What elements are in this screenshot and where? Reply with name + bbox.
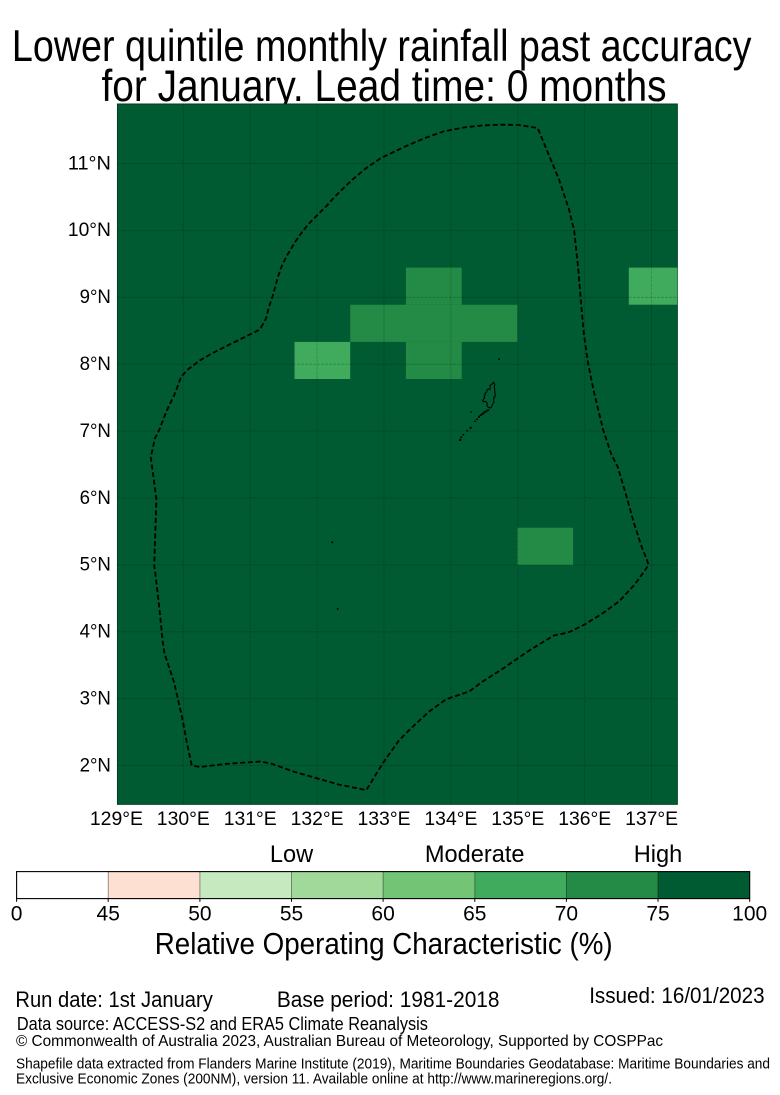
svg-text:137°E: 137°E bbox=[625, 808, 678, 830]
svg-text:134°E: 134°E bbox=[424, 808, 477, 830]
svg-text:75: 75 bbox=[646, 902, 669, 925]
svg-text:65: 65 bbox=[463, 902, 486, 925]
svg-text:5°N: 5°N bbox=[80, 554, 111, 576]
svg-text:10°N: 10°N bbox=[68, 219, 111, 241]
svg-text:© Commonwealth of Australia 20: © Commonwealth of Australia 2023, Austra… bbox=[16, 1033, 663, 1050]
svg-text:136°E: 136°E bbox=[558, 808, 611, 830]
svg-text:9°N: 9°N bbox=[80, 286, 111, 308]
svg-text:Data source: ACCESS-S2 and ERA: Data source: ACCESS-S2 and ERA5 Climate … bbox=[17, 1013, 428, 1034]
svg-text:Run date: 1st January: Run date: 1st January bbox=[15, 987, 212, 1012]
svg-text:7°N: 7°N bbox=[80, 420, 111, 442]
svg-text:132°E: 132°E bbox=[291, 808, 344, 830]
svg-text:Relative Operating Characteris: Relative Operating Characteristic (%) bbox=[155, 928, 613, 961]
svg-text:133°E: 133°E bbox=[358, 808, 411, 830]
svg-text:130°E: 130°E bbox=[157, 808, 210, 830]
svg-text:3°N: 3°N bbox=[80, 688, 111, 710]
svg-text:70: 70 bbox=[555, 902, 578, 925]
svg-text:50: 50 bbox=[188, 902, 211, 925]
svg-text:Issued: 16/01/2023: Issued: 16/01/2023 bbox=[589, 983, 764, 1008]
svg-text:131°E: 131°E bbox=[224, 808, 277, 830]
svg-text:Base period: 1981-2018: Base period: 1981-2018 bbox=[277, 987, 500, 1012]
svg-text:High: High bbox=[634, 842, 683, 868]
svg-text:55: 55 bbox=[280, 902, 303, 925]
svg-text:8°N: 8°N bbox=[80, 353, 111, 375]
svg-text:100: 100 bbox=[732, 902, 767, 925]
svg-text:4°N: 4°N bbox=[80, 621, 111, 643]
svg-text:2°N: 2°N bbox=[80, 754, 111, 776]
svg-text:0: 0 bbox=[11, 902, 23, 925]
svg-text:Exclusive Economic Zones (200N: Exclusive Economic Zones (200NM), versio… bbox=[16, 1071, 612, 1087]
svg-text:Low: Low bbox=[270, 842, 314, 868]
svg-text:60: 60 bbox=[371, 902, 394, 925]
svg-text:6°N: 6°N bbox=[80, 487, 111, 509]
svg-text:for January. Lead time: 0 mont: for January. Lead time: 0 months bbox=[101, 62, 666, 111]
svg-text:135°E: 135°E bbox=[491, 808, 544, 830]
svg-text:45: 45 bbox=[97, 902, 120, 925]
svg-text:129°E: 129°E bbox=[90, 808, 143, 830]
svg-text:11°N: 11°N bbox=[68, 152, 111, 174]
svg-text:Shapefile data extracted from: Shapefile data extracted from Flanders M… bbox=[16, 1056, 770, 1072]
svg-text:Moderate: Moderate bbox=[425, 842, 525, 868]
svg-text:Lower quintile monthly rainfal: Lower quintile monthly rainfall past acc… bbox=[12, 22, 752, 71]
